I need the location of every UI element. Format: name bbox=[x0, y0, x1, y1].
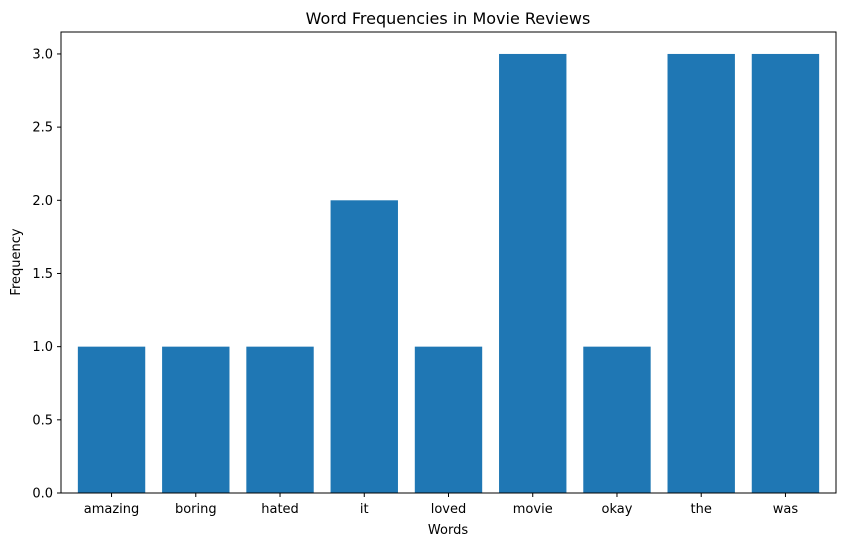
bar-okay bbox=[583, 346, 651, 493]
y-tick-label: 2.5 bbox=[32, 121, 53, 136]
x-tick-label: boring bbox=[175, 502, 217, 517]
y-tick-label: 3.0 bbox=[32, 47, 53, 62]
chart-title: Word Frequencies in Movie Reviews bbox=[306, 9, 591, 28]
x-tick-label: hated bbox=[261, 502, 299, 517]
x-tick-label: amazing bbox=[84, 502, 140, 517]
x-tick-label: was bbox=[773, 502, 799, 517]
x-tick-label: movie bbox=[513, 502, 553, 517]
bar-it bbox=[330, 200, 398, 494]
bar-the bbox=[667, 53, 735, 493]
x-tick-label: loved bbox=[431, 502, 467, 517]
x-tick-label: the bbox=[691, 502, 712, 517]
plot-frame bbox=[60, 31, 837, 494]
y-tick-label: 1.5 bbox=[32, 267, 53, 282]
y-tick-label: 2.0 bbox=[32, 194, 53, 209]
y-axis-ticks: 0.0 0.5 1.0 1.5 2.0 2.5 3.0 bbox=[32, 47, 61, 502]
x-axis-label: Words bbox=[428, 523, 468, 538]
bar-loved bbox=[414, 346, 483, 493]
bar-amazing bbox=[77, 346, 146, 493]
x-tick-label: it bbox=[360, 502, 369, 517]
bar-movie bbox=[499, 53, 567, 493]
bars-group bbox=[77, 53, 820, 494]
x-axis-ticks: amazing boring hated it loved movie okay the was bbox=[84, 493, 799, 517]
bar-boring bbox=[162, 346, 230, 493]
y-tick-label: 0.0 bbox=[32, 487, 53, 502]
y-tick-label: 1.0 bbox=[32, 340, 53, 355]
bar-hated bbox=[246, 346, 314, 493]
bar-was bbox=[751, 53, 820, 493]
x-tick-label: okay bbox=[602, 502, 633, 517]
y-axis-label: Frequency bbox=[9, 228, 24, 295]
y-tick-label: 0.5 bbox=[32, 413, 53, 428]
